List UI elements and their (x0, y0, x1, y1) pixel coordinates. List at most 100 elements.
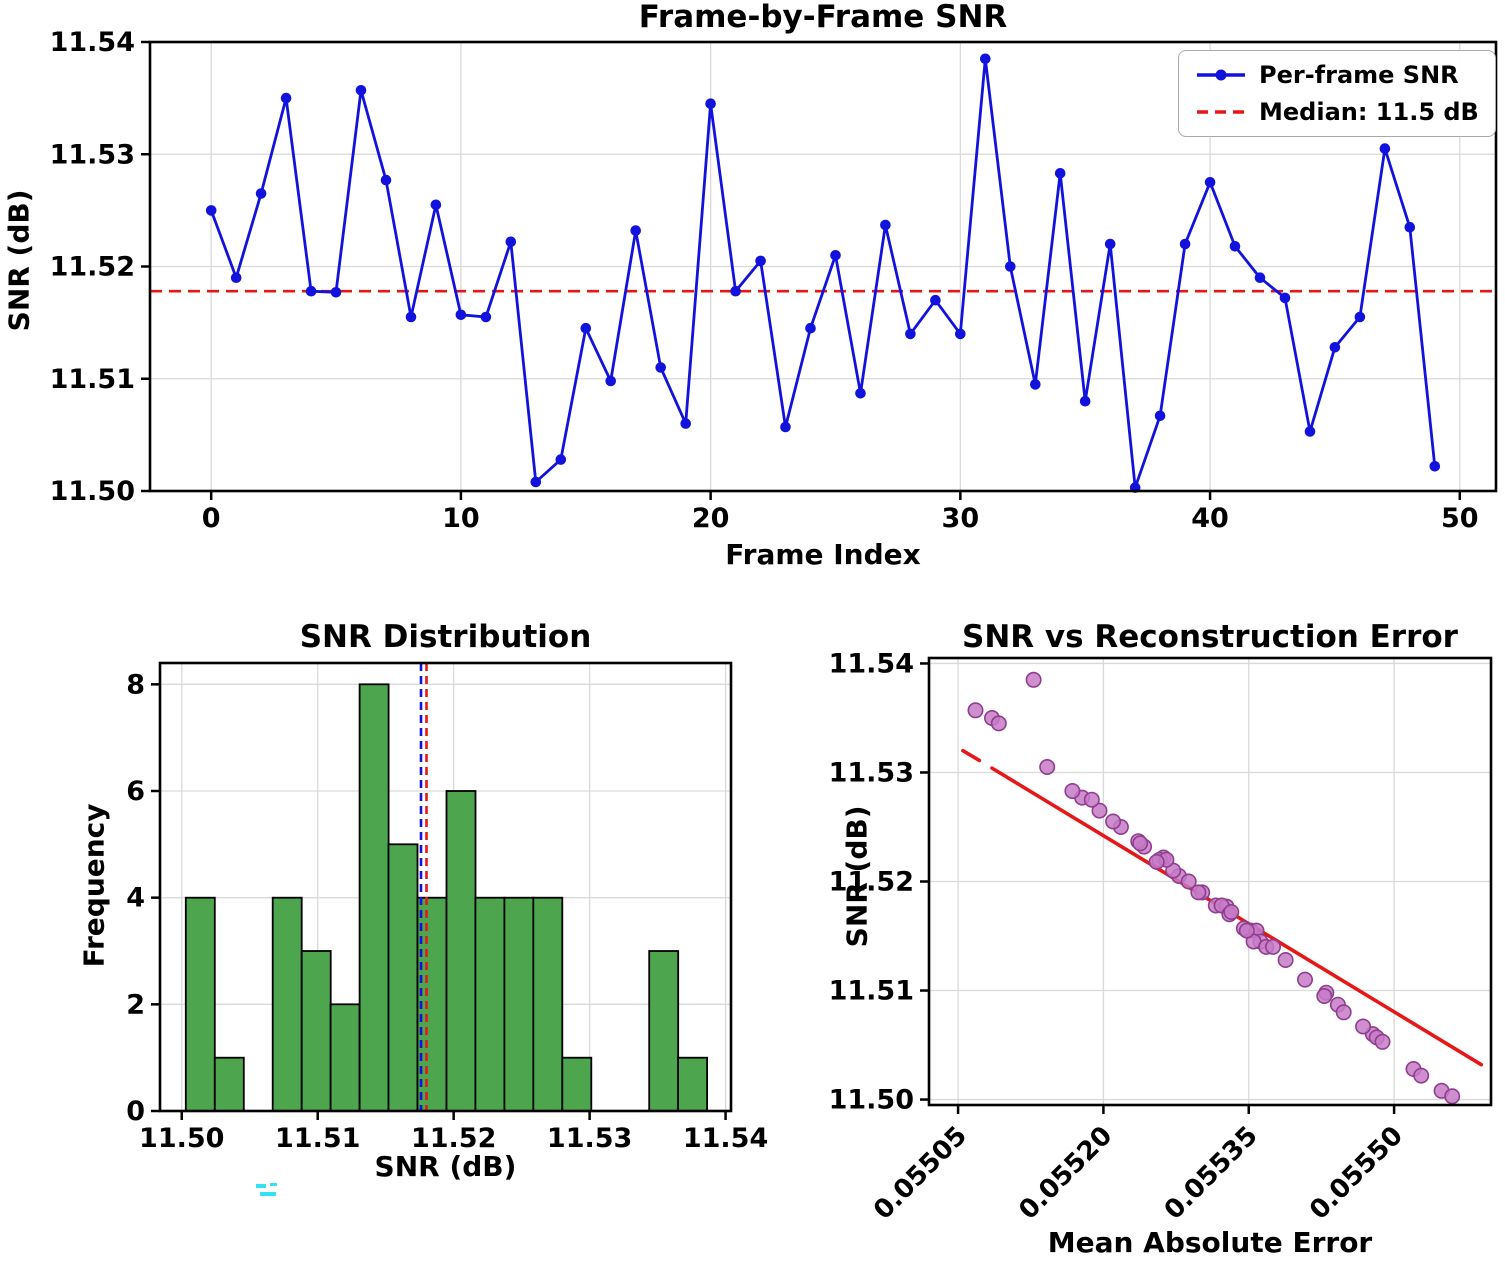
legend: Per-frame SNR Median: 11.5 dB (1178, 50, 1496, 137)
snr-marker (430, 199, 442, 211)
scatter-point (1265, 938, 1282, 955)
scatter-chart-ylabel: SNR (dB) (840, 805, 874, 948)
svg-text:10: 10 (442, 503, 480, 534)
hist-chart-ylabel: Frequency (77, 803, 111, 968)
scatter-point (1355, 1018, 1372, 1035)
snr-marker (330, 287, 342, 298)
svg-text:11.52: 11.52 (50, 252, 135, 283)
svg-text:11.51: 11.51 (275, 1123, 360, 1154)
scatter-point (1413, 1067, 1430, 1084)
snr-marker (1154, 410, 1166, 422)
svg-text:11.54: 11.54 (829, 648, 914, 679)
snr-marker (1005, 261, 1016, 272)
scatter-point (1180, 873, 1197, 890)
snr-marker (1079, 395, 1091, 407)
svg-text:0.05535: 0.05535 (1159, 1121, 1264, 1226)
snr-marker (255, 188, 267, 199)
hist-bar (445, 790, 477, 1112)
snr-marker (1254, 272, 1266, 284)
snr-marker (955, 328, 966, 340)
legend-label-per-frame-snr: Per-frame SNR (1259, 61, 1459, 89)
snr-marker (1204, 177, 1216, 188)
scatter-point (1297, 971, 1314, 988)
svg-text:11.50: 11.50 (50, 476, 135, 507)
hist-chart-title: SNR Distribution (299, 619, 592, 655)
hist-bar (329, 1003, 361, 1112)
snr-marker (380, 174, 392, 186)
snr-marker (1054, 168, 1066, 179)
cyan-artifact (256, 1182, 282, 1198)
hist-bar (561, 1056, 593, 1112)
svg-text:11.51: 11.51 (829, 976, 914, 1007)
scatter-point (1238, 922, 1255, 939)
scatter-point (1132, 835, 1149, 852)
legend-item-median: Median: 11.5 dB (1195, 98, 1479, 126)
svg-text:11.54: 11.54 (683, 1123, 768, 1154)
hist-chart-xlabel: SNR (dB) (374, 1150, 517, 1183)
svg-text:11.52: 11.52 (411, 1123, 496, 1154)
svg-text:11.51: 11.51 (50, 364, 135, 395)
hist-bar (387, 843, 419, 1112)
svg-text:30: 30 (942, 503, 980, 534)
svg-text:11.54: 11.54 (50, 27, 135, 58)
svg-text:0: 0 (126, 1096, 145, 1127)
svg-text:11.50: 11.50 (139, 1123, 224, 1154)
snr-marker (905, 328, 916, 340)
scatter-point (1105, 813, 1122, 830)
snr-marker (1404, 221, 1416, 233)
svg-text:8: 8 (126, 669, 145, 700)
snr-marker (555, 454, 567, 465)
line-chart-title: Frame-by-Frame SNR (638, 0, 1008, 35)
scatter-point (1277, 951, 1294, 968)
scatter-point (1223, 903, 1240, 920)
legend-dashed-line-icon (1197, 110, 1245, 114)
snr-marker (755, 255, 766, 267)
svg-text:0.05550: 0.05550 (1304, 1121, 1409, 1226)
snr-marker (1179, 238, 1191, 250)
scatter-point (1316, 987, 1333, 1004)
snr-marker (1104, 238, 1116, 250)
line-chart-ylabel: SNR (dB) (2, 189, 36, 332)
snr-marker (730, 285, 741, 297)
trend-line-dash (961, 748, 982, 763)
hist-bar (271, 896, 303, 1112)
snr-marker (530, 476, 542, 488)
svg-text:11.50: 11.50 (829, 1085, 914, 1116)
snr-marker (280, 92, 292, 104)
snr-marker (355, 85, 367, 96)
snr-marker (805, 322, 816, 334)
svg-text:0.05520: 0.05520 (1013, 1121, 1118, 1226)
snr-marker (230, 272, 242, 284)
snr-marker (830, 250, 841, 261)
svg-text:11.53: 11.53 (50, 139, 135, 170)
scatter-point (1091, 802, 1108, 819)
snr-marker (205, 205, 217, 216)
svg-text:11.53: 11.53 (547, 1123, 632, 1154)
scatter-point (1190, 884, 1207, 901)
snr-marker (930, 294, 941, 306)
snr-marker (480, 311, 492, 323)
svg-text:50: 50 (1441, 503, 1479, 534)
snr-marker (1030, 379, 1041, 390)
snr-marker (855, 388, 866, 399)
svg-text:20: 20 (692, 503, 730, 534)
scatter-chart-xlabel: Mean Absolute Error (1047, 1226, 1373, 1259)
hist-bar (184, 896, 216, 1112)
snr-marker (1279, 292, 1291, 304)
scatter-point (1039, 758, 1056, 775)
legend-label-median: Median: 11.5 dB (1259, 98, 1479, 126)
snr-scatter-plot: 0.05505 0.05520 0.05535 0.05550 11.50 11.51 11… (829, 648, 1493, 1226)
snr-marker (780, 421, 791, 433)
svg-text:2: 2 (126, 989, 145, 1020)
snr-marker (405, 311, 417, 323)
scatter-point (1444, 1088, 1461, 1105)
legend-line-marker-icon (1197, 69, 1245, 81)
snr-marker (1379, 143, 1391, 154)
snr-marker (630, 225, 641, 236)
svg-text:6: 6 (126, 776, 145, 807)
hist-bar (300, 950, 332, 1112)
hist-bar (474, 896, 506, 1112)
snr-marker (1304, 426, 1316, 437)
